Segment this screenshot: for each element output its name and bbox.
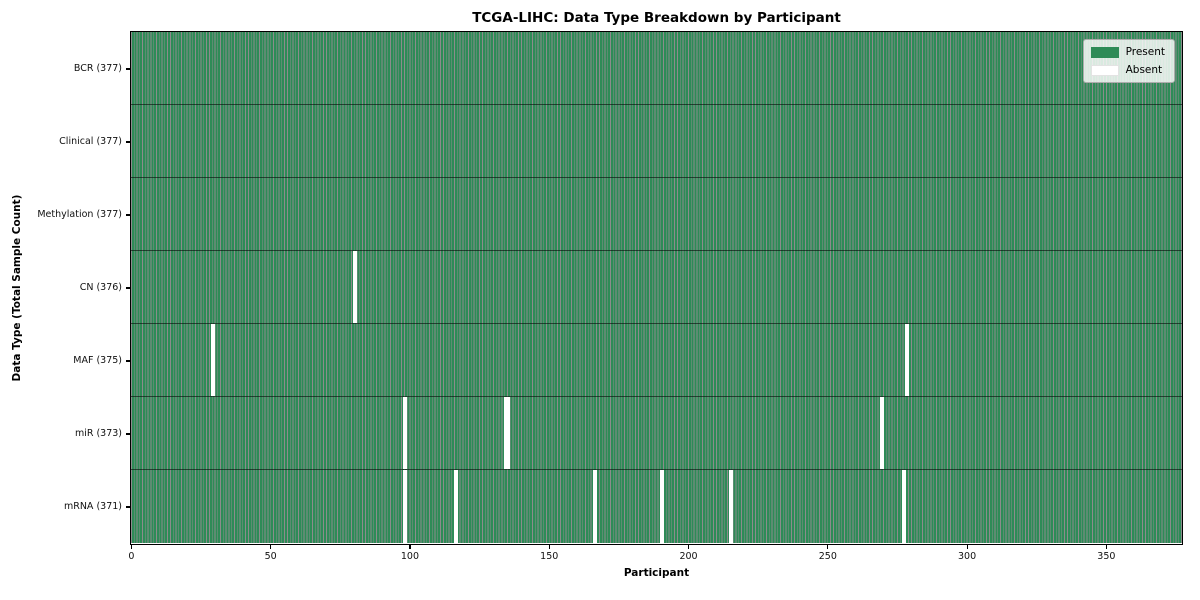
heatmap <box>131 32 1182 544</box>
heatmap-row-maf <box>131 324 1182 398</box>
heatmap-row-clinical <box>131 105 1182 179</box>
y-tick-label-mir: miR (373) <box>74 428 122 440</box>
absent-cell-mir-134 <box>503 397 508 470</box>
present-swatch-icon <box>1090 46 1119 58</box>
x-tick-mark <box>966 545 968 549</box>
legend-label-absent: Absent <box>1125 64 1163 76</box>
y-tick-mark <box>126 214 130 216</box>
x-tick-label-150: 150 <box>540 551 559 562</box>
x-tick-label-250: 250 <box>818 551 837 562</box>
absent-cell-mir-98 <box>403 397 408 470</box>
legend: Present Absent <box>1082 39 1175 83</box>
absent-cell-mrna-98 <box>403 470 408 544</box>
y-tick-label-clinical: Clinical (377) <box>59 135 122 147</box>
y-tick-mark <box>126 141 130 143</box>
chart-title: TCGA-LIHC: Data Type Breakdown by Partic… <box>472 10 841 26</box>
x-tick-label-200: 200 <box>679 551 698 562</box>
x-tick-mark <box>130 545 132 549</box>
y-tick-label-cn: CN (376) <box>79 282 122 293</box>
x-tick-mark <box>548 545 550 549</box>
legend-label-present: Present <box>1125 46 1165 58</box>
y-tick-mark <box>126 287 130 289</box>
heatmap-row-methylation <box>131 178 1182 252</box>
y-tick-label-maf: MAF (375) <box>73 355 122 367</box>
x-tick-label-100: 100 <box>400 551 420 562</box>
x-tick-mark <box>409 545 411 549</box>
y-tick-label-mrna: mRNA (371) <box>63 501 122 513</box>
heatmap-row-mrna <box>131 470 1182 544</box>
x-tick-label-300: 300 <box>958 551 977 562</box>
absent-cell-mrna-190 <box>659 470 664 544</box>
x-axis-label: Participant <box>623 567 690 579</box>
heatmap-row-mir <box>131 397 1182 471</box>
absent-cell-mrna-116 <box>453 470 458 544</box>
x-tick-label-50: 50 <box>264 551 277 562</box>
absent-cell-maf-29 <box>211 324 216 397</box>
absent-cell-mir-269 <box>879 397 884 470</box>
absent-cell-mrna-215 <box>729 470 734 544</box>
x-tick-label-0: 0 <box>128 551 135 562</box>
y-tick-mark <box>126 506 130 508</box>
y-tick-mark <box>126 433 130 435</box>
absent-swatch-icon <box>1090 64 1119 76</box>
x-tick-mark <box>1105 545 1107 549</box>
x-tick-mark <box>827 545 829 549</box>
plot-area: Present Absent <box>130 31 1183 545</box>
x-tick-mark <box>687 545 690 549</box>
absent-cell-maf-278 <box>904 324 909 397</box>
heatmap-row-cn <box>131 251 1182 325</box>
y-tick-mark <box>126 68 130 70</box>
heatmap-row-bcr <box>131 32 1182 106</box>
absent-cell-mrna-166 <box>592 470 597 544</box>
absent-cell-cn-80 <box>353 251 358 324</box>
absent-cell-mir-135 <box>506 397 511 470</box>
x-tick-label-350: 350 <box>1097 551 1116 562</box>
y-tick-mark <box>126 360 130 362</box>
legend-entry-absent: Absent <box>1090 64 1165 76</box>
y-tick-label-bcr: BCR (377) <box>73 62 122 74</box>
absent-cell-mrna-277 <box>902 470 907 544</box>
x-tick-mark <box>270 545 272 549</box>
legend-entry-present: Present <box>1090 46 1165 58</box>
y-tick-label-methylation: Methylation (377) <box>37 208 122 220</box>
